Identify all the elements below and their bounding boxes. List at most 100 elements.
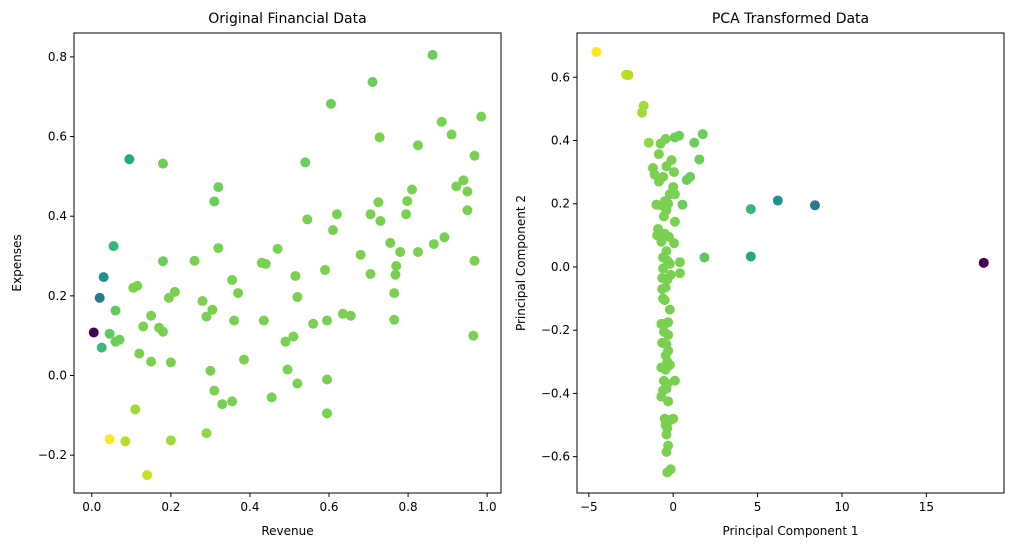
scatter-point [213,243,224,254]
scatter-point [660,133,671,144]
data-points [591,46,989,478]
scatter-point [412,247,423,258]
scatter-point [229,315,240,326]
scatter-point [114,334,125,345]
y-tick-label: 0.0 [48,369,67,383]
scatter-point [664,359,675,370]
scatter-point [322,374,333,385]
scatter-point [272,243,283,254]
y-axis-title: Expenses [10,234,24,291]
scatter-point [669,238,680,249]
y-tick-label: −0.2 [38,448,67,462]
scatter-point [664,304,675,315]
scatter-point [209,385,220,396]
scatter-point [660,282,671,293]
scatter-point [669,375,680,386]
scatter-point [239,354,250,365]
scatter-point [451,181,462,192]
y-tick-label: −0.2 [541,323,570,337]
scatter-point [395,247,406,258]
plot-frame [576,32,1005,494]
x-tick-label: 15 [919,500,934,514]
scatter-point [661,383,672,394]
scatter-point [322,408,333,419]
scatter-point [978,257,989,268]
scatter-point [104,328,115,339]
scatter-point [134,348,145,359]
scatter-point [661,161,672,172]
scatter-point [653,176,664,187]
scatter-point [146,356,157,367]
scatter-point [132,280,143,291]
scatter-point [661,429,672,440]
axis-ticks: 0.0 0.2 0.4 0.6 0.8 1.0 −0.2 0.0 0.2 0.4 0.6 0.8 [38,50,497,514]
scatter-point [375,215,386,226]
scatter-point [260,258,271,269]
scatter-point [772,195,783,206]
scatter-point [745,204,756,215]
scatter-point [325,98,336,109]
scatter-point [427,49,438,60]
scatter-point [169,286,180,297]
scatter-point [446,129,457,140]
x-tick-label: 1.0 [478,500,497,514]
scatter-point [643,137,654,148]
scatter-point [217,399,228,410]
scatter-point [308,318,319,329]
scatter-point [157,326,168,337]
scatter-point [138,321,149,332]
scatter-point [389,288,400,299]
y-tick-label: 0.2 [551,197,570,211]
scatter-point [462,205,473,216]
scatter-point [207,304,218,315]
scatter-point [258,315,269,326]
scatter-point [96,342,107,353]
scatter-point [469,255,480,266]
scatter-point [469,150,480,161]
scatter-point [165,435,176,446]
scatter-point [108,241,119,252]
scatter-point [292,378,303,389]
scatter-point [165,357,176,368]
scatter-point [428,239,439,250]
y-tick-label: 0.2 [48,289,67,303]
scatter-point [389,314,400,325]
scatter-point [623,70,634,81]
scatter-point [367,76,378,87]
scatter-point [468,330,479,341]
scatter-point [110,305,121,316]
scatter-point [694,154,705,165]
scatter-point [659,295,670,306]
scatter-point [373,197,384,208]
scatter-point [322,315,333,326]
scatter-point [300,157,311,168]
scatter-point [365,209,376,220]
y-tick-label: 0.6 [48,130,67,144]
scatter-point [669,167,680,178]
scatter-point [391,260,402,271]
plot-frame [73,32,502,494]
scatter-point [462,186,473,197]
scatter-point [656,236,667,247]
y-tick-label: 0.0 [551,260,570,274]
y-tick-label: −0.6 [541,450,570,464]
data-points [88,49,487,481]
x-tick-label: 0.0 [82,500,101,514]
scatter-point [669,216,680,227]
scatter-point [189,255,200,266]
scatter-point [157,158,168,169]
scatter-point [439,232,450,243]
scatter-point [662,467,673,478]
x-tick-label: 0.8 [399,500,418,514]
scatter-point [674,130,685,141]
scatter-point [476,111,487,122]
scatter-point [142,470,153,481]
scatter-point [658,263,669,274]
x-axis-title: Principal Component 1 [722,524,858,538]
scatter-point [663,329,674,340]
scatter-point [337,308,348,319]
scatter-point [662,274,673,285]
scatter-point [331,209,342,220]
x-axis-title: Revenue [261,524,313,538]
